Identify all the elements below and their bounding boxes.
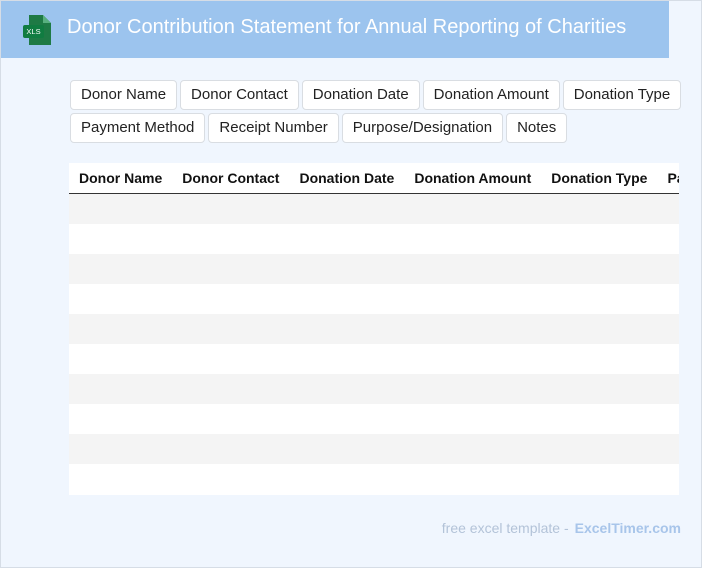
table-cell [69,344,173,374]
table-cell [172,404,290,434]
table-cell [404,224,542,254]
column-header: Donor Contact [172,163,290,194]
column-header: Donation Date [289,163,405,194]
table-row [69,193,679,224]
footer-text: free excel template - [441,520,569,536]
table-cell [657,224,679,254]
column-header: Donor Name [69,163,173,194]
table-cell [69,193,173,224]
table-cell [404,344,542,374]
table-cell [404,374,542,404]
page-title: Donor Contribution Statement for Annual … [67,16,627,38]
table-cell [172,344,290,374]
column-header: Donation Type [541,163,658,194]
table-cell [289,434,405,464]
table-cell [541,254,658,284]
table-cell [172,254,290,284]
table-row [69,374,679,404]
xls-icon: XLS [23,15,51,45]
table-row [69,254,679,284]
table-cell [404,314,542,344]
table-cell [541,314,658,344]
table-cell [657,193,679,224]
table-cell [69,404,173,434]
table-cell [404,404,542,434]
table-cell [69,254,173,284]
table-cell [657,314,679,344]
column-header: Payment Method [657,163,679,194]
field-tag[interactable]: Donor Name [70,80,178,110]
table-cell [657,464,679,494]
table-cell [69,314,173,344]
table-row [69,314,679,344]
data-table: Donor Name Donor Contact Donation Date Dona… [69,163,679,494]
table-cell [541,224,658,254]
table-cell [541,193,658,224]
table-cell [541,344,658,374]
table-cell [404,464,542,494]
table-cell [69,374,173,404]
table-cell [541,464,658,494]
table-cell [172,314,290,344]
table-cell [404,193,542,224]
table-cell [289,314,405,344]
table-cell [657,434,679,464]
icon-label: XLS [26,27,40,36]
field-tag[interactable]: Receipt Number [208,113,339,143]
field-tag[interactable]: Donation Type [562,80,682,110]
field-tags: Donor Name Donor Contact Donation Date Dona… [70,80,690,143]
header-bar: XLS Donor Contribution Statement for Ann… [1,1,669,58]
column-header: Donation Amount [404,163,542,194]
table-cell [541,434,658,464]
table-cell [172,434,290,464]
table-cell [657,284,679,314]
table-cell [657,404,679,434]
table-row [69,224,679,254]
table-cell [172,284,290,314]
footer: free excel template - ExcelTimer.com [442,520,681,536]
table-cell [172,374,290,404]
table-container: Donor Name Donor Contact Donation Date Dona… [69,163,679,495]
field-tag[interactable]: Notes [506,113,568,143]
footer-link[interactable]: ExcelTimer.com [574,520,681,536]
table-row [69,434,679,464]
table-cell [289,284,405,314]
table-row [69,344,679,374]
table-cell [172,464,290,494]
table-cell [289,344,405,374]
field-tag[interactable]: Donation Date [301,80,420,110]
table-cell [404,434,542,464]
table-cell [69,224,173,254]
field-tag[interactable]: Donor Contact [180,80,299,110]
field-tag[interactable]: Purpose/Designation [341,113,504,143]
table-cell [289,254,405,284]
table-cell [289,224,405,254]
field-tag[interactable]: Payment Method [70,113,206,143]
header-row: Donor Name Donor Contact Donation Date Dona… [69,163,679,194]
table-cell [289,193,405,224]
table-cell [289,404,405,434]
table-row [69,284,679,314]
table-cell [69,284,173,314]
table-cell [404,284,542,314]
table-cell [657,374,679,404]
table-cell [541,374,658,404]
table-row [69,404,679,434]
table-cell [172,224,290,254]
table-row [69,464,679,494]
field-tag[interactable]: Donation Amount [422,80,560,110]
table-cell [289,374,405,404]
table-cell [541,404,658,434]
table-cell [657,344,679,374]
table-cell [289,464,405,494]
table-cell [69,464,173,494]
table-cell [172,193,290,224]
table-cell [541,284,658,314]
table-cell [69,434,173,464]
table-cell [657,254,679,284]
table-cell [404,254,542,284]
